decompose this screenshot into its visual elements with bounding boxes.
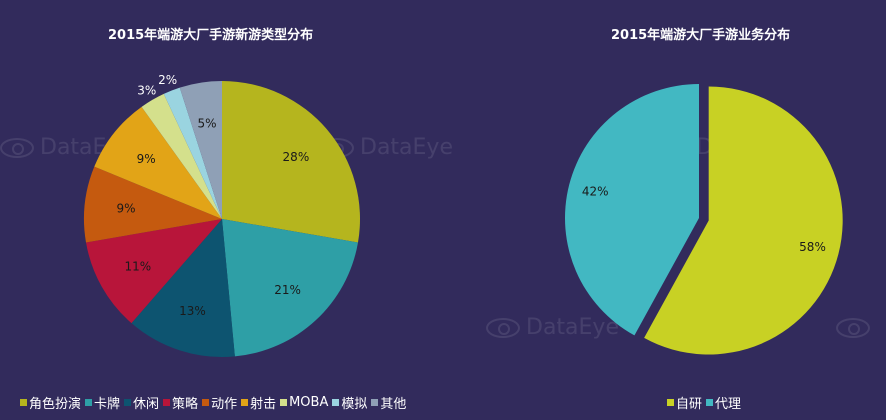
legend-item: 休闲 — [124, 393, 159, 412]
pie-slice — [163, 87, 222, 219]
legend-label: 休闲 — [133, 397, 160, 412]
legend-swatch — [163, 399, 171, 406]
pie-slice — [564, 84, 699, 336]
legend-label: 代理 — [715, 397, 742, 412]
data-label: 42% — [582, 184, 609, 198]
legend-swatch — [371, 399, 379, 406]
data-label: 21% — [274, 283, 301, 297]
watermark-eye-icon — [486, 318, 520, 338]
legend-swatch — [706, 399, 714, 406]
legend-label: 射击 — [250, 397, 277, 412]
legend-item: 卡牌 — [85, 393, 120, 412]
legend-swatch — [332, 399, 340, 406]
legend-business: 自研 代理 — [667, 393, 745, 412]
legend-swatch — [202, 399, 210, 406]
data-label: 9% — [137, 152, 156, 166]
chart-title-game-type: 2015年端游大厂手游新游类型分布 — [108, 28, 314, 43]
legend-label: MOBA — [289, 395, 329, 410]
legend-item: 其他 — [371, 393, 406, 412]
pie-slice — [94, 106, 222, 219]
legend-item: 代理 — [706, 393, 741, 412]
chart-title-business: 2015年端游大厂手游业务分布 — [611, 28, 791, 43]
legend-item: 自研 — [667, 393, 702, 412]
pie-slice — [222, 219, 358, 357]
legend-swatch — [280, 399, 288, 406]
pie-slice — [131, 219, 235, 357]
pie-slice — [141, 93, 222, 219]
legend-item: 角色扮演 — [20, 393, 81, 412]
pie-slice — [179, 81, 222, 219]
pie-slice — [86, 219, 222, 324]
legend-label: 其他 — [380, 397, 407, 412]
legend-item: 策略 — [163, 393, 198, 412]
pie-slice — [222, 81, 360, 243]
watermark: DataEye — [320, 135, 453, 160]
legend-swatch — [85, 399, 93, 406]
watermark-eye-icon — [836, 318, 870, 338]
data-label: 9% — [116, 202, 135, 216]
legend-swatch — [667, 399, 674, 406]
legend-label: 自研 — [676, 397, 703, 412]
data-label: 28% — [283, 150, 310, 164]
legend-label: 角色扮演 — [29, 397, 82, 412]
legend-label: 卡牌 — [94, 397, 121, 412]
data-label: 3% — [137, 83, 156, 97]
legend-game-type: 角色扮演 卡牌 休闲 策略 动作 射击 MOBA 模拟 其他 — [20, 393, 410, 412]
data-label: 11% — [125, 259, 152, 273]
legend-item: 动作 — [202, 393, 237, 412]
pie-slice — [644, 86, 843, 355]
data-label: 13% — [179, 304, 206, 318]
watermark — [836, 315, 876, 340]
legend-label: 策略 — [172, 397, 199, 412]
watermark-eye-icon — [0, 138, 34, 158]
legend-item: 模拟 — [332, 393, 367, 412]
watermark: DataEye — [486, 315, 619, 340]
legend-label: 动作 — [211, 397, 238, 412]
legend-swatch — [241, 399, 249, 406]
data-label: 58% — [799, 240, 826, 254]
data-label: 2% — [158, 73, 177, 87]
legend-swatch — [124, 399, 132, 406]
pie-slice — [84, 166, 222, 243]
legend-label: 模拟 — [341, 397, 368, 412]
legend-swatch — [20, 399, 27, 406]
legend-item: MOBA — [280, 395, 328, 410]
legend-item: 射击 — [241, 393, 276, 412]
data-label: 5% — [198, 117, 217, 131]
